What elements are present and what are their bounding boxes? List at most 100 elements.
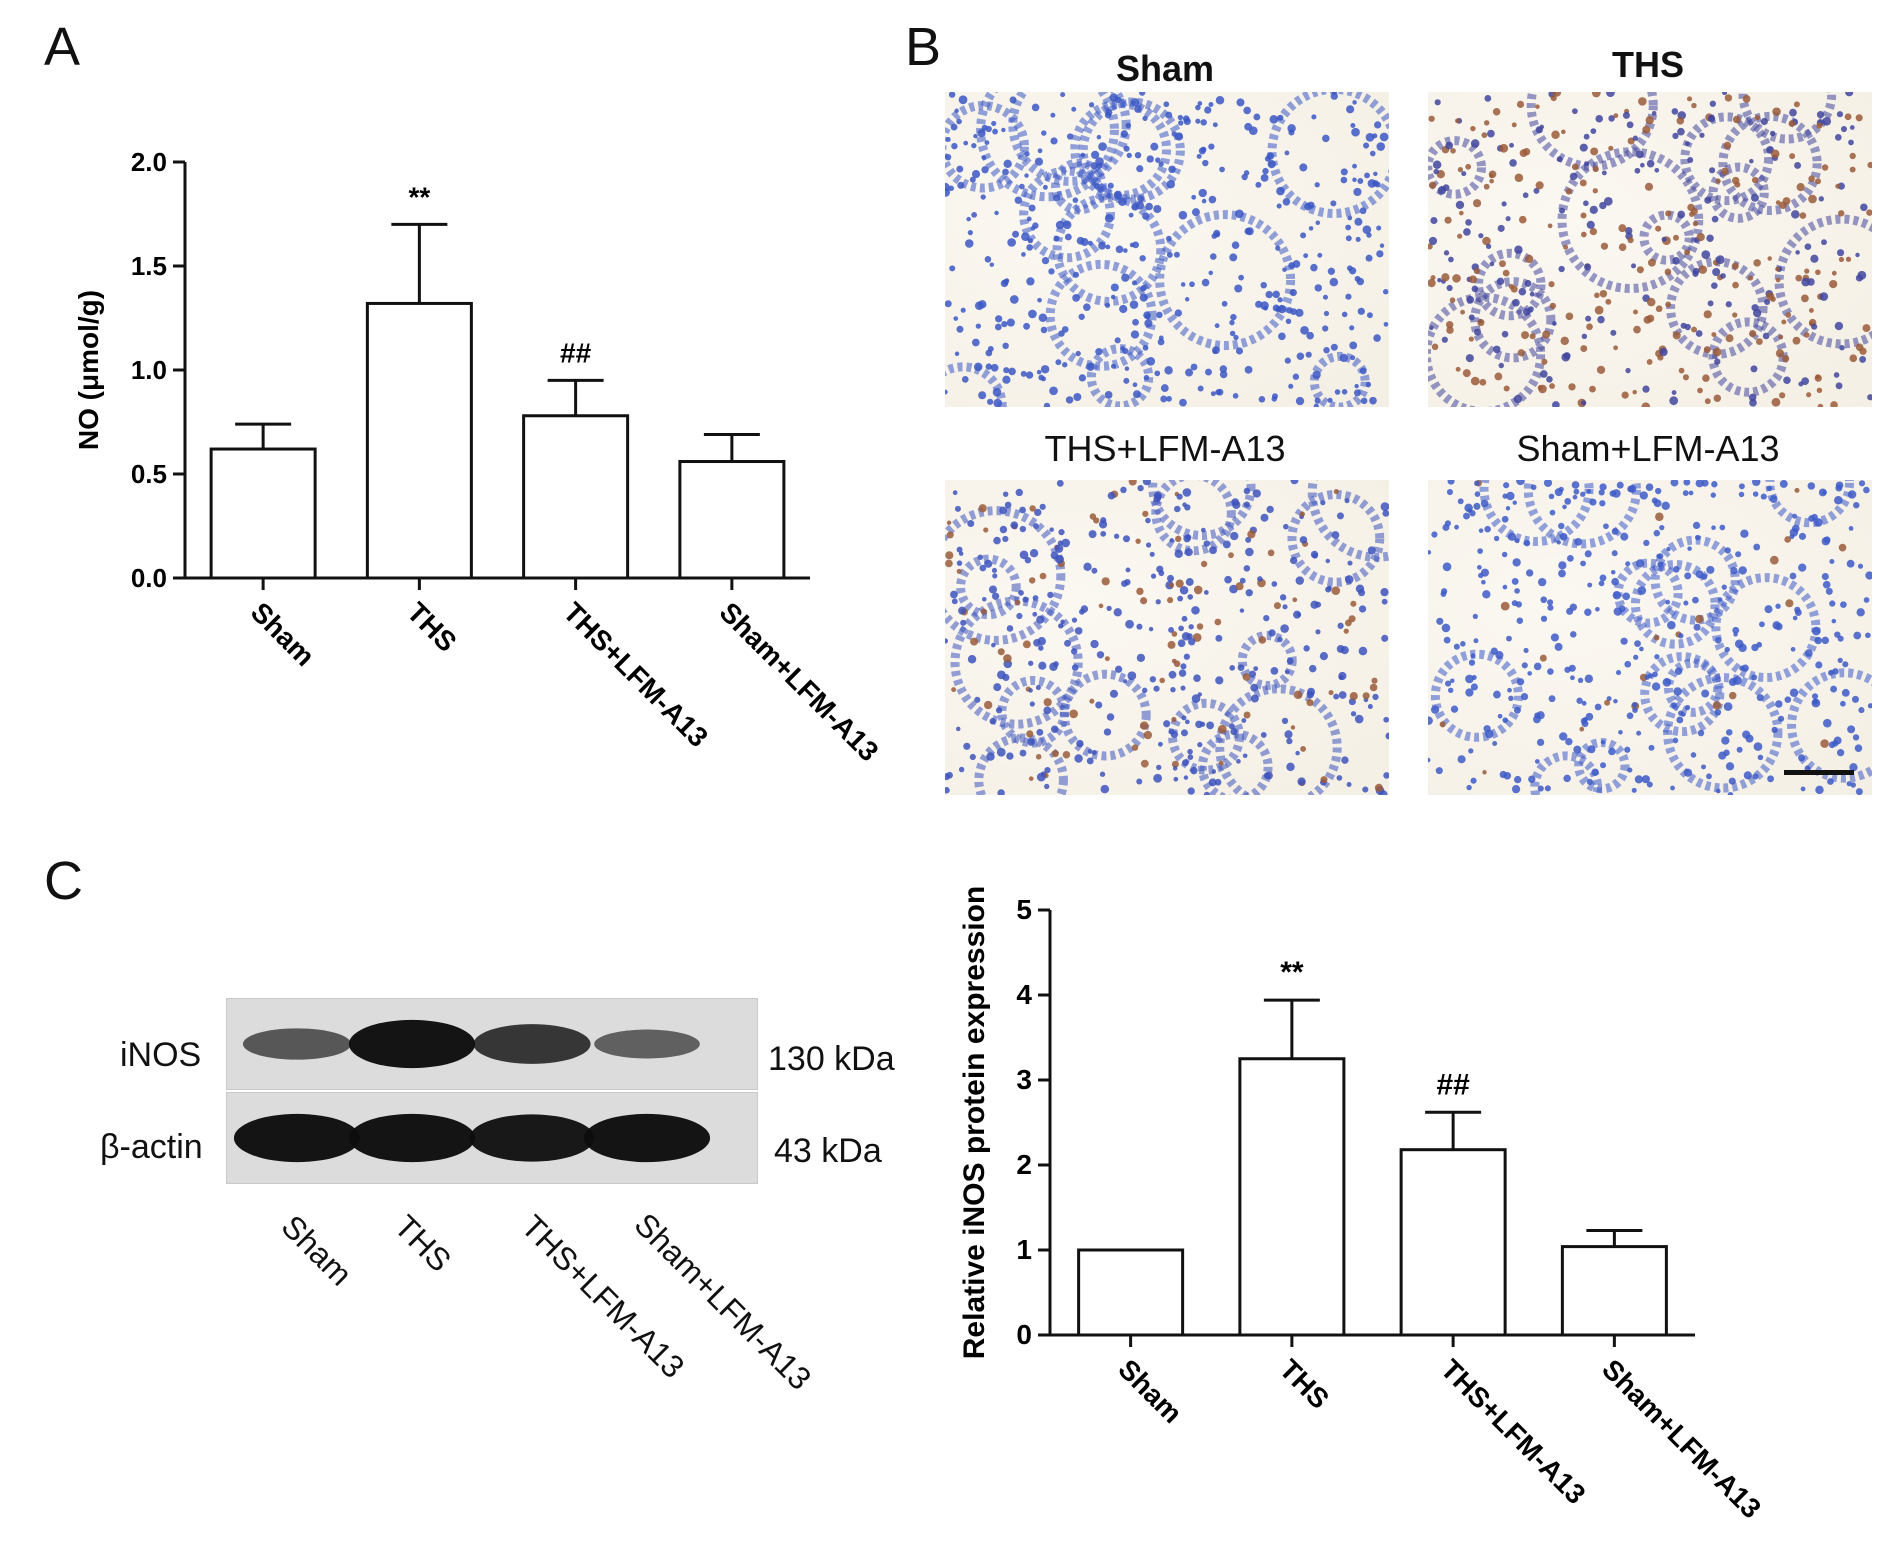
cell-nucleus (1025, 371, 1034, 379)
cell-nucleus (1305, 351, 1312, 358)
cell-nucleus (1789, 108, 1797, 117)
cell-nucleus (1507, 687, 1512, 693)
cell-nucleus (1260, 174, 1269, 182)
tissue-septum (1663, 673, 1783, 793)
blot-strip-actin (226, 1092, 758, 1184)
cell-nucleus (1036, 772, 1046, 782)
cell-nucleus (1631, 702, 1638, 708)
y-tick-label: 2.0 (131, 147, 167, 177)
cell-nucleus (1680, 322, 1687, 329)
cell-nucleus (1358, 605, 1367, 613)
cell-nucleus (1743, 771, 1752, 780)
cell-nucleus (1245, 227, 1254, 236)
cell-nucleus (1369, 150, 1376, 157)
cell-nucleus (1584, 550, 1592, 558)
cell-nucleus (1336, 644, 1345, 653)
cell-nucleus (1689, 211, 1695, 217)
cell-nucleus (981, 155, 987, 160)
cell-nucleus (1626, 121, 1634, 129)
cell-nucleus (1579, 179, 1587, 187)
cell-nucleus (1350, 600, 1357, 607)
cell-nucleus (1570, 675, 1575, 681)
cell-nucleus (1125, 619, 1134, 629)
cell-nucleus (1042, 184, 1048, 190)
cell-nucleus (1279, 594, 1287, 601)
cell-nucleus (1462, 369, 1471, 378)
cell-nucleus (1815, 785, 1824, 795)
cell-nucleus (1444, 216, 1452, 224)
cell-nucleus (995, 315, 1003, 323)
cell-nucleus (1337, 622, 1344, 629)
cell-nucleus (1334, 389, 1341, 395)
cell-nucleus (1033, 638, 1041, 647)
cell-nucleus (1276, 203, 1282, 209)
cell-nucleus (1090, 639, 1099, 649)
cell-nucleus (1041, 257, 1050, 265)
cell-nucleus (1594, 292, 1600, 299)
cell-nucleus (1271, 581, 1278, 587)
cell-nucleus (1002, 673, 1010, 682)
cell-nucleus (1272, 290, 1280, 299)
cell-nucleus (1712, 267, 1721, 277)
cell-nucleus (1604, 699, 1611, 706)
cell-nucleus (1519, 149, 1528, 158)
cell-nucleus (1503, 385, 1510, 392)
cell-nucleus (1804, 243, 1812, 251)
cell-nucleus (1286, 657, 1294, 665)
cell-nucleus (1219, 365, 1228, 373)
cell-nucleus (1770, 149, 1780, 159)
cell-nucleus (1811, 693, 1819, 700)
cell-nucleus (1459, 210, 1464, 216)
cell-nucleus (1730, 566, 1738, 575)
cell-nucleus (1814, 636, 1822, 645)
cell-nucleus (1428, 716, 1433, 725)
cell-nucleus (1130, 330, 1140, 339)
cell-nucleus (1732, 281, 1739, 289)
cell-nucleus (1435, 767, 1443, 775)
cell-nucleus (1021, 232, 1030, 242)
cell-nucleus (1007, 238, 1016, 247)
cell-nucleus (1432, 160, 1442, 170)
cell-nucleus (1156, 311, 1163, 319)
cell-nucleus (1792, 336, 1801, 345)
cell-nucleus (1009, 96, 1017, 104)
cell-nucleus (1608, 747, 1616, 756)
cell-nucleus (1340, 176, 1348, 184)
cell-nucleus (1374, 783, 1383, 792)
cell-nucleus (1380, 588, 1389, 597)
cell-nucleus (1322, 134, 1330, 143)
cell-nucleus (1512, 298, 1520, 307)
cell-nucleus (1506, 491, 1515, 501)
cell-nucleus (1076, 739, 1084, 748)
cell-nucleus (1613, 698, 1618, 704)
cell-nucleus (1443, 250, 1450, 256)
cell-nucleus (1584, 161, 1590, 167)
cell-nucleus (1168, 627, 1174, 633)
x-tick-label: THS (401, 596, 463, 658)
cell-nucleus (1026, 277, 1035, 286)
cell-nucleus (1484, 525, 1491, 533)
cell-nucleus (1840, 601, 1847, 608)
cell-nucleus (1277, 636, 1283, 643)
cell-nucleus (1313, 403, 1319, 407)
cell-nucleus (1683, 600, 1689, 606)
cell-nucleus (1529, 333, 1536, 340)
y-axis-label: Relative iNOS protein expression (958, 886, 991, 1359)
cell-nucleus (1165, 111, 1173, 119)
cell-nucleus (948, 185, 954, 192)
cell-nucleus (1766, 292, 1775, 301)
cell-nucleus (1088, 102, 1095, 108)
cell-nucleus (1837, 657, 1843, 663)
cell-nucleus (1502, 493, 1508, 499)
cell-nucleus (1667, 620, 1676, 630)
cell-nucleus (1265, 290, 1273, 299)
cell-nucleus (1049, 386, 1058, 396)
cell-nucleus (1193, 674, 1201, 682)
cell-nucleus (1038, 313, 1048, 322)
cell-nucleus (1123, 145, 1130, 152)
cell-nucleus (951, 142, 958, 150)
cell-nucleus (1233, 334, 1239, 341)
cell-nucleus (1053, 661, 1059, 667)
cell-nucleus (1024, 556, 1032, 564)
cell-nucleus (1738, 643, 1747, 653)
